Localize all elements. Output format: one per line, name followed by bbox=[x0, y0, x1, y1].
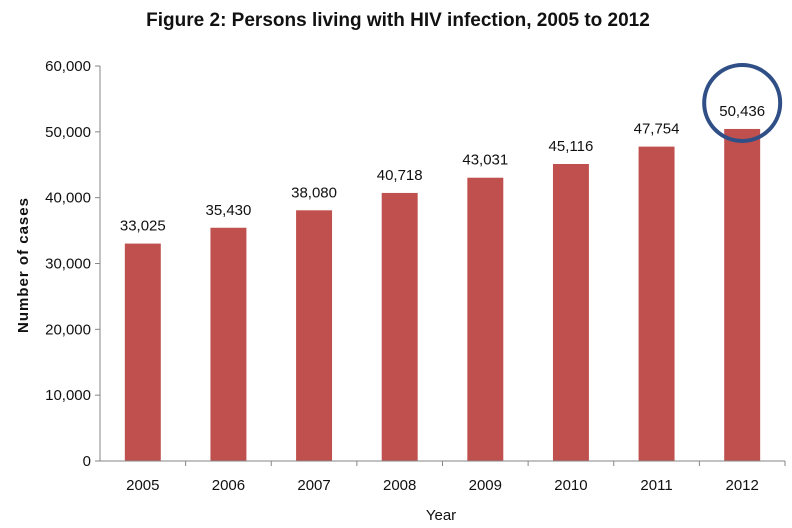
highlight-circle bbox=[702, 62, 783, 143]
y-tick-label: 50,000 bbox=[45, 124, 91, 141]
y-tick-label: 0 bbox=[83, 453, 91, 470]
x-tick-label: 2011 bbox=[640, 477, 672, 494]
y-tick-label: 60,000 bbox=[45, 58, 91, 75]
value-labels: 33,025 35,430 38,080 40,718 43,031 45,116 47,7… bbox=[120, 103, 765, 235]
x-tick-label: 2007 bbox=[297, 477, 330, 494]
y-axis-ticks: 0 10,000 20,000 30,000 40,000 50,000 60,000 bbox=[45, 58, 100, 470]
bar bbox=[724, 128, 761, 461]
value-label: 38,080 bbox=[291, 184, 337, 201]
y-axis-title: Number of cases bbox=[15, 197, 32, 333]
bar bbox=[124, 243, 161, 461]
bar bbox=[467, 177, 504, 461]
x-tick-label: 2005 bbox=[126, 477, 159, 494]
value-label: 40,718 bbox=[377, 167, 423, 184]
x-axis-ticks: 2005 2006 2007 2008 2009 2010 2011 2012 bbox=[126, 461, 786, 494]
value-label: 45,116 bbox=[549, 138, 594, 155]
x-axis-title: Year bbox=[426, 507, 456, 524]
chart-title: Figure 2: Persons living with HIV infect… bbox=[146, 10, 650, 31]
y-tick-label: 40,000 bbox=[45, 190, 91, 207]
bar bbox=[552, 163, 589, 461]
bar bbox=[296, 210, 333, 461]
x-tick-label: 2008 bbox=[383, 477, 416, 494]
value-label: 33,025 bbox=[120, 218, 166, 235]
value-label: 47,754 bbox=[634, 121, 680, 138]
y-tick-label: 30,000 bbox=[45, 256, 91, 273]
value-label: 35,430 bbox=[205, 202, 251, 219]
value-label: 50,436 bbox=[719, 103, 765, 120]
x-tick-label: 2009 bbox=[469, 477, 502, 494]
bar bbox=[381, 192, 418, 462]
x-tick-label: 2006 bbox=[212, 477, 245, 494]
bars bbox=[124, 128, 761, 462]
y-tick-label: 10,000 bbox=[45, 387, 91, 404]
bar bbox=[210, 227, 247, 461]
y-tick-label: 20,000 bbox=[45, 321, 91, 338]
x-tick-label: 2012 bbox=[726, 477, 759, 494]
bar bbox=[638, 146, 675, 461]
value-label: 43,031 bbox=[462, 152, 508, 169]
x-tick-label: 2010 bbox=[554, 477, 587, 494]
